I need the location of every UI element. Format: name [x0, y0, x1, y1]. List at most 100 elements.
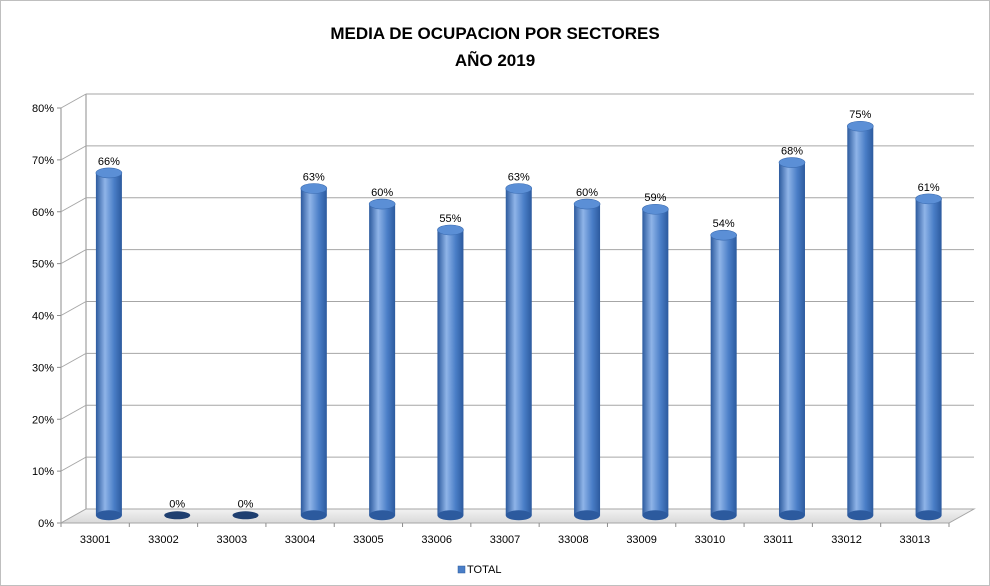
y-tick-label: 30%	[32, 362, 54, 374]
bar-33007	[505, 183, 533, 521]
bar-body	[300, 188, 327, 516]
x-tick-label-33005: 33005	[353, 534, 384, 546]
bar-body	[915, 198, 942, 516]
bar-base	[95, 510, 122, 521]
bar-base	[778, 510, 805, 521]
bar-top	[95, 167, 123, 179]
gridline-side	[60, 145, 87, 161]
data-label-33010: 54%	[713, 218, 735, 230]
data-label-33006: 55%	[439, 213, 461, 225]
bar-33002	[164, 511, 191, 520]
bar-base	[710, 510, 737, 521]
bar-top	[573, 198, 601, 210]
bar-base	[847, 510, 874, 521]
bar-33010	[710, 229, 737, 521]
data-label-33009: 59%	[644, 192, 666, 204]
data-label-33013: 61%	[918, 182, 940, 194]
bar-zero-disc	[232, 511, 259, 520]
y-tick-label: 40%	[32, 311, 54, 323]
bar-33011	[778, 157, 806, 521]
bar-base	[915, 510, 942, 521]
bar-top	[505, 183, 533, 194]
bar-33006	[437, 224, 464, 521]
data-label-33005: 60%	[371, 187, 393, 199]
bar-top	[642, 203, 669, 215]
data-label-33008: 60%	[576, 187, 598, 199]
gridline-side	[60, 456, 87, 472]
bar-top	[915, 193, 942, 205]
y-tick-label: 70%	[32, 155, 54, 167]
bar-top	[368, 198, 396, 210]
data-label-33004: 63%	[303, 171, 325, 183]
bar-base	[369, 510, 396, 521]
bar-body	[710, 235, 737, 516]
bar-zero-disc	[164, 511, 191, 520]
x-tick-label-33001: 33001	[80, 534, 111, 546]
y-tick-label: 10%	[32, 466, 54, 478]
y-tick-label: 20%	[32, 414, 54, 426]
bar-33004	[300, 183, 328, 521]
bar-top	[778, 157, 806, 168]
data-label-33003: 0%	[238, 498, 254, 510]
y-axis-ticks: 0% 10% 20% 30% 40% 50% 60% 70% 80%	[32, 103, 61, 530]
x-tick-label-33010: 33010	[695, 534, 726, 546]
legend-label-total: TOTAL	[467, 564, 501, 576]
bar-body	[574, 204, 601, 516]
x-tick-label-33008: 33008	[558, 534, 589, 546]
bar-33008	[573, 198, 601, 521]
x-tick-label-33013: 33013	[900, 534, 931, 546]
bar-base	[300, 510, 327, 521]
x-tick-label-33006: 33006	[421, 534, 452, 546]
bar-33005	[368, 198, 396, 521]
bars	[95, 120, 942, 521]
gridline-side	[60, 352, 87, 368]
bar-33003	[232, 511, 259, 520]
y-tick-label: 0%	[38, 518, 54, 530]
x-tick-label-33003: 33003	[216, 534, 247, 546]
gridline-side	[60, 249, 87, 265]
chart-title-line-2: AÑO 2019	[455, 50, 535, 70]
data-labels: 66% 0% 0% 63% 60% 55% 63% 60% 59% 54% 68% 75% 61%	[98, 109, 940, 510]
data-label-33011: 68%	[781, 146, 803, 158]
bar-body	[778, 162, 805, 516]
gridline-side	[60, 404, 87, 420]
x-tick-label-33007: 33007	[490, 534, 521, 546]
bar-33012	[846, 120, 874, 521]
bar-top	[437, 224, 464, 236]
x-tick-label-33012: 33012	[831, 534, 862, 546]
data-label-33007: 63%	[508, 171, 530, 183]
bar-body	[642, 209, 669, 516]
bar-top	[710, 229, 737, 241]
gridline-side	[60, 301, 87, 316]
bar-base	[642, 510, 669, 521]
legend-swatch-total	[457, 565, 466, 574]
y-tick-label: 50%	[32, 259, 54, 271]
bar-body	[95, 172, 122, 516]
bar-top	[846, 120, 874, 132]
data-label-33012: 75%	[849, 109, 871, 121]
bar-top	[300, 183, 328, 194]
bar-base	[574, 510, 601, 521]
y-tick-label: 80%	[32, 103, 54, 115]
x-axis-ticks: 33001 33002 33003 33004 33005 33006 33007 33008…	[60, 523, 950, 546]
bar-body	[505, 188, 532, 516]
x-tick-label-33002: 33002	[148, 534, 179, 546]
x-tick-label-33011: 33011	[763, 534, 793, 546]
bar-base	[505, 510, 532, 521]
bar-body	[437, 229, 464, 516]
bar-body	[369, 204, 396, 516]
y-tick-label: 60%	[32, 207, 54, 219]
data-label-33001: 66%	[98, 156, 120, 168]
bar-33013	[915, 193, 942, 521]
bar-33009	[642, 203, 669, 521]
gridline-side	[60, 197, 87, 213]
legend: TOTAL	[457, 564, 501, 576]
bar-base	[437, 510, 464, 521]
x-tick-label-33009: 33009	[626, 534, 657, 546]
bar-33001	[95, 167, 123, 521]
bar-body	[847, 126, 874, 516]
chart-title-line-1: MEDIA DE OCUPACION POR SECTORES	[330, 24, 659, 43]
gridline-side	[60, 93, 87, 109]
